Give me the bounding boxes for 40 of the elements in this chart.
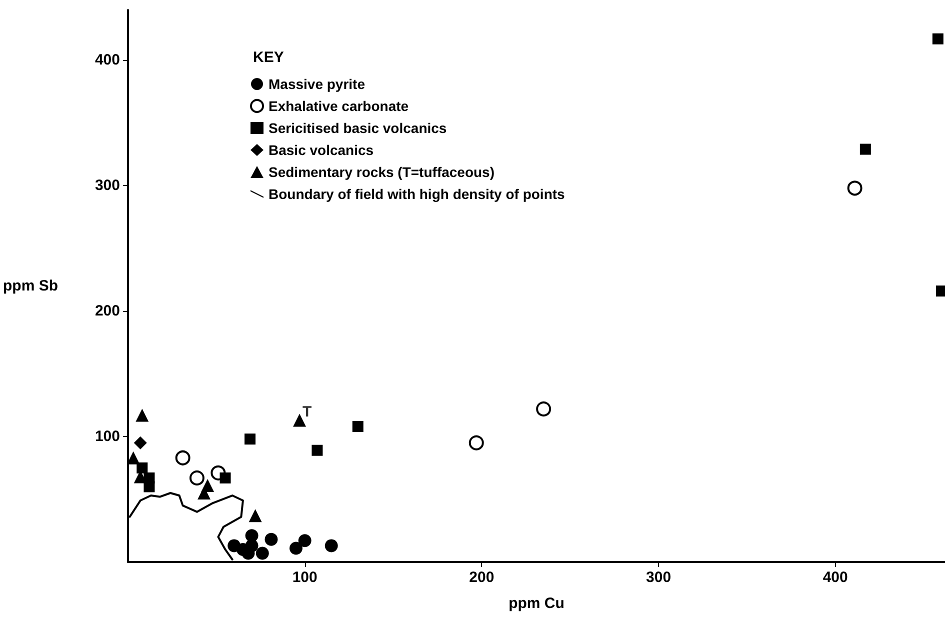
point [198, 486, 211, 500]
point [536, 401, 552, 416]
x-tick-label: 400 [822, 569, 848, 586]
point [134, 436, 147, 450]
legend-label: Boundary of field with high density of points [268, 186, 566, 202]
point [144, 481, 155, 492]
legend-label: Exhalative carbonate [268, 98, 409, 114]
point [136, 408, 149, 422]
legend-label: Basic volcanics [268, 142, 374, 158]
point [860, 144, 871, 155]
point [220, 472, 231, 484]
point [126, 451, 140, 464]
point [256, 546, 269, 560]
point [352, 421, 364, 432]
legend-label: Sericitised basic volcanics [268, 120, 447, 136]
legend-title: KEY [253, 49, 284, 66]
point [932, 33, 944, 44]
point [298, 534, 312, 548]
point [189, 470, 204, 486]
point [847, 180, 862, 196]
point [175, 450, 190, 466]
x-axis-title: ppm Cu [508, 595, 564, 612]
x-tick-label: 200 [469, 569, 494, 586]
x-tick-label: 300 [646, 569, 672, 586]
y-tick-label: 200 [94, 302, 120, 320]
point [324, 539, 338, 552]
point [244, 434, 256, 445]
y-tick-label: 400 [94, 52, 120, 69]
y-tick-label: 300 [94, 177, 120, 194]
y-tick-label: 100 [94, 428, 120, 446]
point [468, 435, 484, 450]
point [312, 444, 323, 456]
annotation: T [302, 404, 312, 421]
point [248, 509, 262, 522]
legend-label: Massive pyrite [268, 76, 366, 92]
legend-label: Sedimentary rocks (T=tuffaceous) [268, 164, 495, 180]
point [290, 542, 302, 555]
x-tick-label: 100 [292, 569, 318, 586]
point [264, 532, 278, 546]
y-axis-title: ppm Sb [3, 278, 58, 294]
